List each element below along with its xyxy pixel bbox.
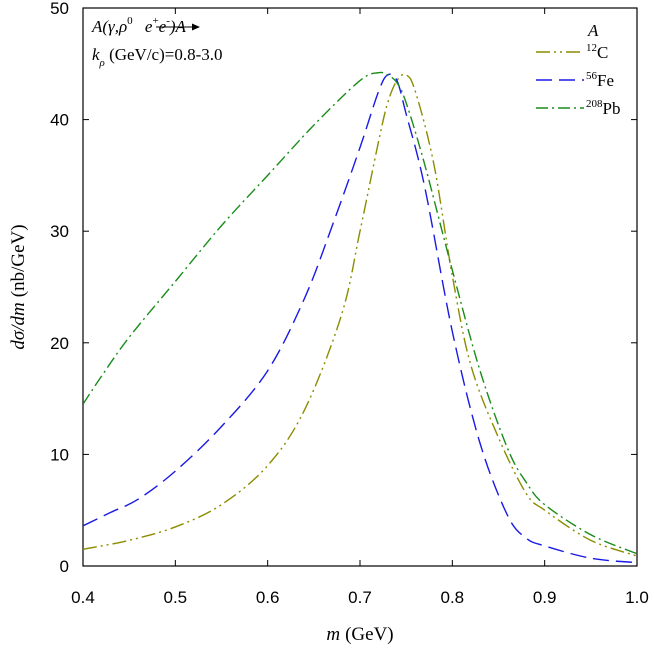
- y-tick-label: 20: [50, 334, 69, 353]
- x-tick-label: 0.5: [164, 588, 188, 607]
- reaction-arrowhead: [192, 23, 200, 31]
- y-axis-unit: (nb/GeV): [8, 224, 29, 297]
- legend-main-208Pb: Pb: [603, 99, 621, 118]
- reaction-part-a: A(: [91, 17, 109, 36]
- y-tick-label: 10: [50, 445, 69, 464]
- y-tick-label: 0: [60, 557, 69, 576]
- series-line-56Fe: [83, 73, 637, 564]
- series-group: [83, 71, 637, 564]
- reaction-part-b: γ,ρ: [108, 17, 127, 36]
- x-tick-label: 0.7: [348, 588, 372, 607]
- momentum-rest: (GeV/c)=0.8-3.0: [105, 45, 223, 64]
- series-line-208Pb: [83, 71, 637, 555]
- legend-label-56Fe: 56Fe: [586, 70, 614, 90]
- momentum-annotation: kρ (GeV/c)=0.8-3.0: [92, 45, 223, 69]
- y-axis-var: dσ/dm: [8, 302, 29, 349]
- y-axis-ticks: 0 10 20 30 40 50: [50, 0, 637, 576]
- legend-sup-12C: 12: [586, 42, 597, 54]
- x-tick-label: 1.0: [625, 588, 649, 607]
- reaction-part-c: 0: [127, 15, 133, 27]
- x-axis-title: m (GeV): [326, 624, 393, 645]
- x-tick-label: 0.8: [441, 588, 465, 607]
- x-tick-label: 0.9: [533, 588, 557, 607]
- legend-sup-208Pb: 208: [586, 98, 603, 110]
- legend-label-12C: 12C: [586, 42, 608, 62]
- y-tick-label: 30: [50, 222, 69, 241]
- legend-title: A: [587, 21, 599, 40]
- legend-main-12C: C: [597, 43, 608, 62]
- reaction-annotation: A(γ,ρ0 e+e-)A: [91, 15, 187, 36]
- legend: A 12C 56Fe 208Pb: [536, 21, 620, 118]
- reaction-part-g: -: [166, 15, 170, 27]
- momentum-rho: ρ: [99, 57, 105, 69]
- x-axis-var: m: [326, 624, 340, 645]
- y-tick-label: 40: [50, 111, 69, 130]
- x-tick-label: 0.4: [71, 588, 95, 607]
- legend-label-208Pb: 208Pb: [586, 98, 620, 118]
- x-tick-label: 0.6: [256, 588, 280, 607]
- momentum-k: k: [92, 45, 100, 64]
- legend-main-56Fe: Fe: [597, 71, 614, 90]
- reaction-part-e: +: [152, 15, 158, 27]
- y-tick-label: 50: [50, 0, 69, 18]
- plot-frame: [82, 7, 638, 567]
- series-line-12C: [83, 73, 637, 557]
- y-axis-title: dσ/dm (nb/GeV): [8, 224, 29, 349]
- x-axis-ticks: 0.4 0.5 0.6 0.7 0.8 0.9 1.0: [71, 8, 649, 607]
- reaction-part-d: e: [141, 17, 153, 36]
- legend-sup-56Fe: 56: [586, 70, 598, 82]
- x-axis-unit: (GeV): [345, 624, 394, 645]
